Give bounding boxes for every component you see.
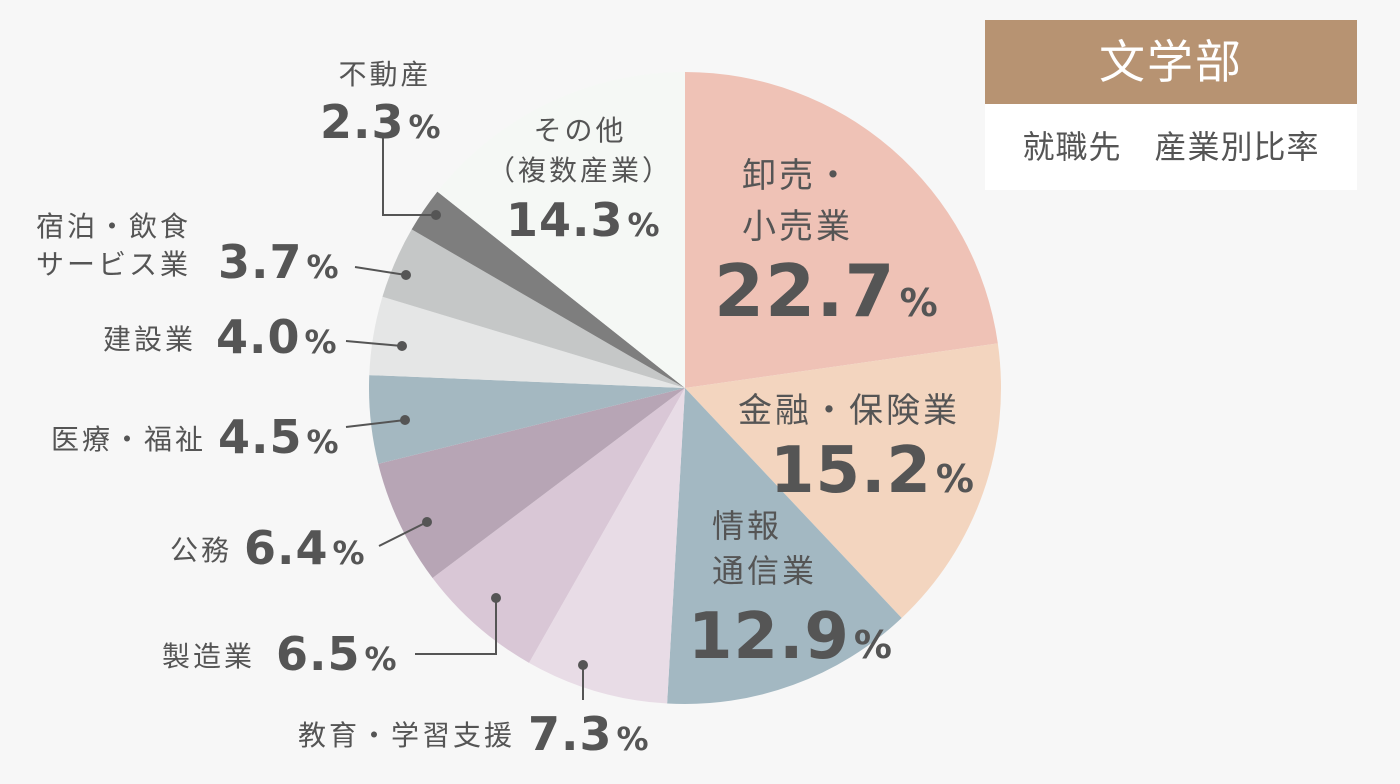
slice-value-8: 4.0% [216, 310, 338, 364]
title-panel: 文学部 就職先 産業別比率 [985, 20, 1357, 190]
slice-value-5: 6.5% [276, 627, 398, 681]
slice-label-5: 製造業 [162, 640, 255, 673]
leader-line-6 [378, 521, 428, 547]
slice-label-8: 建設業 [103, 323, 196, 356]
leader-dot-9 [401, 270, 411, 280]
pie-slice-1 [685, 72, 998, 388]
pie-slice-11 [437, 72, 685, 388]
pie-slice-9 [382, 229, 685, 388]
slice-value-10: 2.3% [320, 95, 442, 149]
slice-value-6: 6.4% [244, 521, 366, 575]
leader-dot-7 [400, 415, 410, 425]
slice-value-9: 3.7% [218, 235, 340, 289]
slice-label-3: 情報通信業 [712, 507, 817, 590]
slice-value-3: 12.9% [688, 600, 893, 674]
leader-line-9 [354, 266, 407, 276]
chart-subtitle: 就職先 産業別比率 [1022, 128, 1320, 166]
slice-label-11: その他（複数産業） [487, 114, 673, 187]
slice-value-4: 7.3% [528, 707, 650, 761]
leader-line-5 [415, 598, 497, 655]
leader-line-7 [345, 419, 406, 428]
slice-value-2: 15.2% [770, 434, 975, 508]
leader-dot-8 [397, 341, 407, 351]
pie-slice-10 [411, 191, 685, 388]
leader-dot-5 [491, 593, 501, 603]
faculty-title: 文学部 [985, 20, 1357, 104]
leader-dot-4 [578, 660, 588, 670]
slice-value-1: 22.7% [714, 249, 939, 333]
slice-label-6: 公務 [170, 534, 232, 567]
pie-slice-4 [529, 388, 685, 704]
slice-value-11: 14.3% [506, 193, 661, 247]
leader-line-8 [345, 340, 403, 347]
pie-slice-3 [667, 388, 902, 704]
slice-value-7: 4.5% [218, 410, 340, 464]
slice-label-7: 医療・福祉 [51, 423, 206, 456]
slice-label-9: 宿泊・飲食サービス業 [36, 210, 191, 281]
pie-slice-7 [369, 375, 685, 464]
leader-dot-10 [431, 210, 441, 220]
slice-label-10: 不動産 [338, 58, 431, 91]
leader-dot-6 [422, 517, 432, 527]
slice-label-4: 教育・学習支援 [298, 719, 515, 752]
pie-slice-2 [685, 343, 1001, 619]
pie-slice-6 [378, 388, 685, 579]
leader-line-10 [382, 138, 436, 216]
slice-label-2: 金融・保険業 [738, 391, 960, 431]
slice-label-1: 卸売・小売業 [742, 156, 853, 247]
pie-slice-8 [369, 296, 685, 388]
